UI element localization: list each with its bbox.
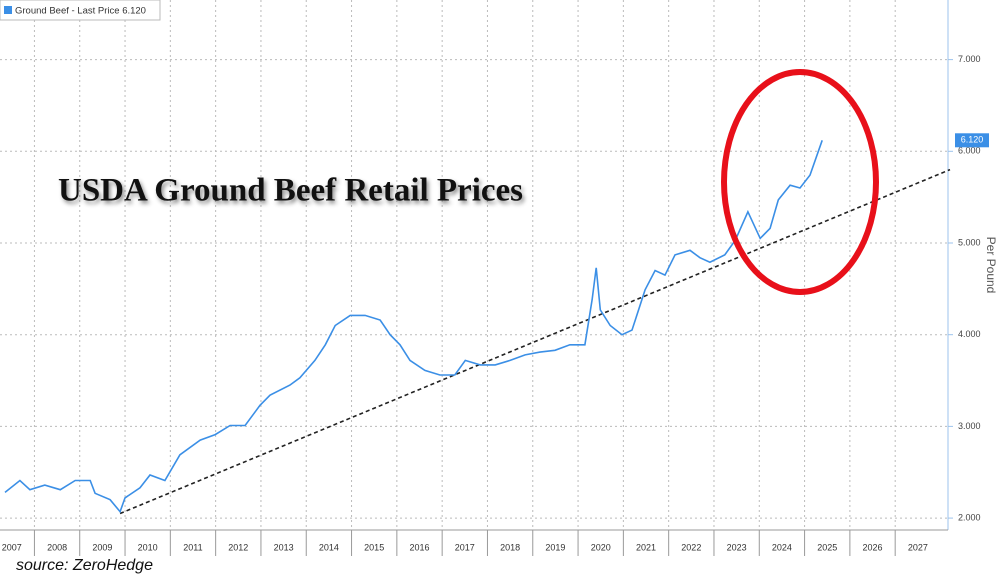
x-tick-label: 2017	[455, 542, 475, 552]
x-tick-label: 2019	[545, 542, 565, 552]
x-tick-label: 2026	[863, 542, 883, 552]
source: source: ZeroHedge	[16, 557, 153, 574]
x-tick-label: 2023	[727, 542, 747, 552]
x-tick-label: 2013	[274, 542, 294, 552]
chart-title: USDA Ground Beef Retail Prices	[58, 173, 523, 209]
x-tick-label: 2022	[681, 542, 701, 552]
x-tick-label: 2011	[183, 542, 202, 552]
x-tick-label: 2014	[319, 542, 339, 552]
x-tick-label: 2015	[364, 542, 384, 552]
trend-line	[119, 168, 951, 515]
y-tick-label: 5.000	[958, 237, 981, 247]
y-tick-label: 6.000	[958, 146, 981, 156]
y-tick-label: 7.000	[958, 54, 981, 64]
y-tick-label: 2.000	[958, 512, 981, 522]
x-tick-label: 2010	[138, 542, 158, 552]
x-tick-label: 2012	[228, 542, 248, 552]
highlight-circle	[721, 69, 879, 295]
legend-box	[0, 0, 161, 21]
x-tick-label: 2008	[47, 542, 67, 552]
last-price-label: 6.120	[961, 135, 984, 145]
y-tick-label: 4.000	[958, 329, 981, 339]
legend-swatch	[4, 6, 12, 14]
plot-area	[0, 0, 948, 530]
x-tick-label: 2025	[817, 542, 837, 552]
last-price-box	[955, 133, 989, 148]
y-axis-label: Per Pound	[984, 237, 998, 294]
price-line	[4, 140, 823, 514]
y-tick-label: 3.000	[958, 421, 981, 431]
x-tick-label: 2018	[500, 542, 520, 552]
x-tick-label: 2016	[409, 542, 429, 552]
x-tick-label: 2009	[92, 542, 112, 552]
x-tick-label: 2020	[591, 542, 611, 552]
x-tick-label: 2021	[636, 542, 656, 552]
legend-label: Ground Beef - Last Price 6.120	[15, 6, 146, 17]
x-tick-label: 2007	[2, 542, 22, 552]
x-tick-label: 2024	[772, 542, 792, 552]
legend: Ground Beef - Last Price 6.120	[0, 0, 161, 21]
x-tick-label: 2027	[908, 542, 928, 552]
